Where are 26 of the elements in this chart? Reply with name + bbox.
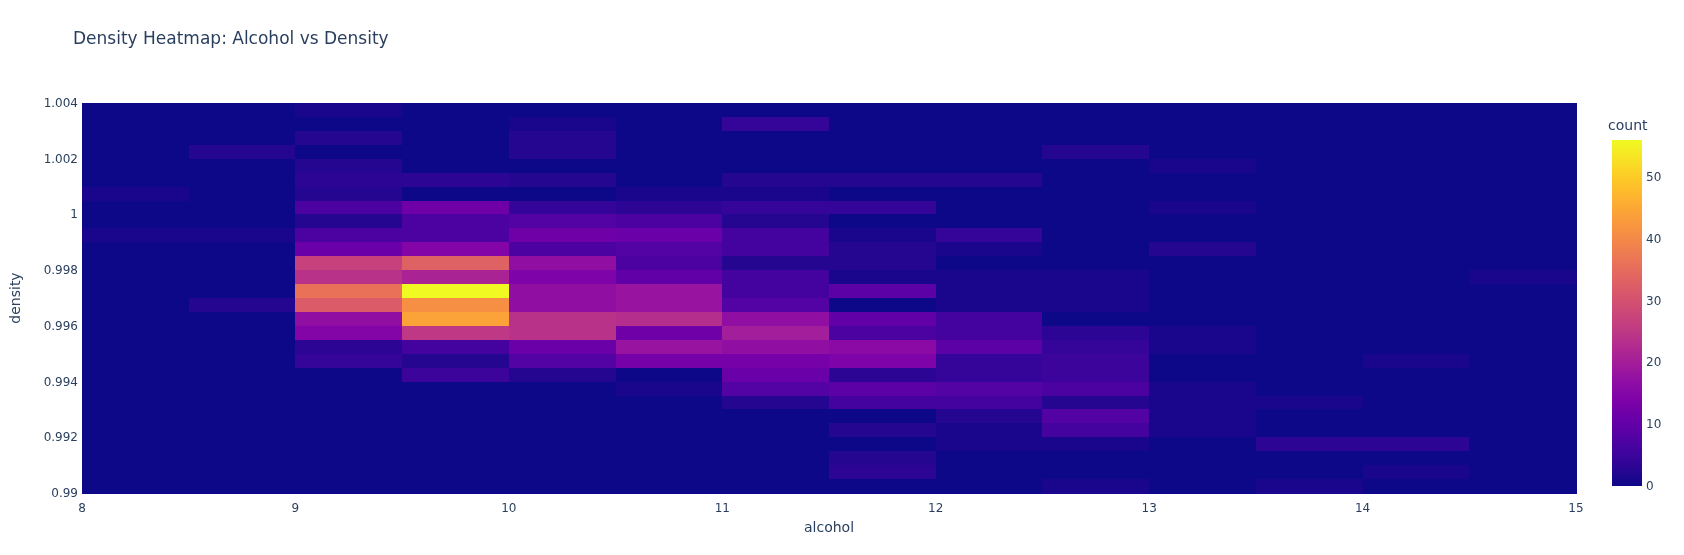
y-tick-label: 0.994 bbox=[43, 374, 78, 389]
y-axis-title: density bbox=[7, 272, 23, 324]
x-tick-label: 14 bbox=[1354, 501, 1371, 515]
x-tick-label: 12 bbox=[928, 501, 944, 515]
color-bar-title: count bbox=[1608, 117, 1649, 133]
color-bar-label: 0 bbox=[1646, 479, 1654, 493]
x-tick-label: 15 bbox=[1568, 501, 1584, 515]
color-bar-label: 30 bbox=[1646, 293, 1662, 308]
chart-title: Density Heatmap: Alcohol vs Density bbox=[73, 28, 389, 48]
y-tick-label: 0.99 bbox=[51, 486, 78, 500]
x-tick-label: 9 bbox=[291, 501, 300, 515]
color-bar-label: 50 bbox=[1646, 170, 1662, 185]
x-axis-title: alcohol bbox=[803, 519, 855, 535]
y-tick-label: 0.992 bbox=[43, 430, 78, 445]
x-tick-label: 8 bbox=[78, 501, 86, 515]
x-tick-label: 11 bbox=[714, 501, 730, 515]
y-tick-label: 1 bbox=[70, 207, 78, 222]
y-tick-label: 1.002 bbox=[43, 151, 78, 166]
y-tick-label: 1.004 bbox=[43, 96, 78, 110]
x-tick-label: 10 bbox=[501, 501, 517, 515]
x-tick-label: 13 bbox=[1141, 501, 1157, 515]
color-bar-label: 40 bbox=[1646, 231, 1662, 246]
y-tick-label: 0.998 bbox=[43, 263, 78, 278]
color-bar-label: 10 bbox=[1646, 417, 1662, 432]
y-tick-label: 0.996 bbox=[43, 318, 78, 333]
color-bar-label: 20 bbox=[1646, 355, 1662, 370]
